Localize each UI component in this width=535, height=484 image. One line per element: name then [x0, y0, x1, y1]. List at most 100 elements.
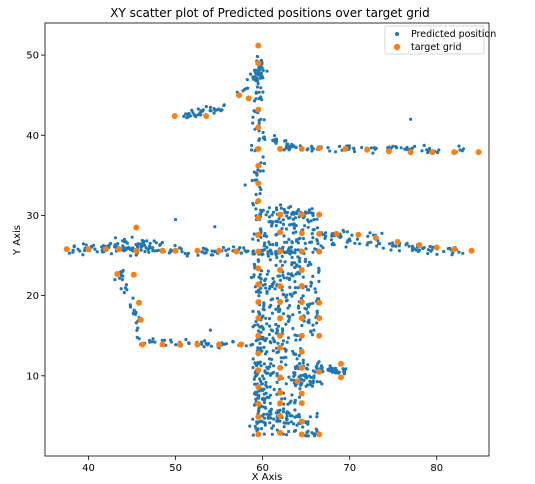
target-grid-point: [298, 145, 305, 152]
predicted-position-point: [304, 384, 308, 388]
target-grid-point: [63, 246, 70, 253]
predicted-position-point: [251, 366, 255, 370]
predicted-position-point: [270, 284, 274, 289]
predicted-position-point: [343, 370, 347, 374]
predicted-position-point: [371, 151, 375, 155]
predicted-position-point: [292, 374, 296, 378]
predicted-position-point: [390, 241, 395, 245]
predicted-position-point: [271, 424, 275, 428]
target-grid-point: [277, 267, 284, 273]
predicted-position-point: [301, 236, 305, 241]
predicted-position-point: [113, 245, 117, 249]
predicted-position-point: [224, 248, 228, 252]
predicted-position-point: [292, 291, 296, 295]
predicted-position-point: [257, 395, 261, 399]
predicted-position-point: [271, 276, 275, 281]
predicted-position-point: [293, 401, 297, 405]
predicted-position-point: [284, 146, 288, 150]
target-grid-point: [277, 374, 284, 381]
predicted-position-point: [410, 146, 414, 150]
predicted-position-point: [310, 384, 314, 388]
target-grid-point: [316, 315, 323, 322]
target-grid-point: [255, 384, 262, 390]
predicted-position-point: [296, 304, 301, 308]
predicted-position-point: [83, 249, 87, 253]
predicted-position-point: [72, 245, 76, 249]
predicted-position-point: [270, 224, 274, 228]
target-grid-point: [255, 60, 262, 67]
target-grid-point: [394, 238, 401, 245]
predicted-position-point: [267, 240, 271, 244]
predicted-position-point: [306, 311, 310, 315]
predicted-position-point: [258, 272, 262, 277]
predicted-position-point: [311, 228, 315, 232]
predicted-position-point: [310, 240, 314, 244]
predicted-position-point: [310, 144, 314, 148]
predicted-position-point: [196, 253, 200, 257]
predicted-position-point: [257, 121, 261, 125]
predicted-position-point: [291, 326, 295, 331]
predicted-position-point: [261, 90, 265, 94]
predicted-position-point: [264, 337, 268, 341]
predicted-position-point: [154, 241, 158, 245]
predicted-position-point: [267, 287, 272, 291]
predicted-position-point: [309, 280, 313, 284]
predicted-position-point: [312, 217, 316, 222]
predicted-position-point: [252, 377, 256, 381]
predicted-position-point: [248, 72, 253, 76]
target-grid-point: [372, 234, 379, 241]
predicted-position-point: [272, 364, 276, 368]
predicted-position-point: [300, 381, 304, 385]
predicted-position-point: [269, 409, 273, 413]
predicted-position-point: [274, 219, 278, 223]
predicted-position-point: [145, 239, 149, 243]
predicted-position-point: [298, 256, 302, 260]
target-grid-point: [298, 299, 305, 305]
target-grid-point: [316, 332, 323, 339]
predicted-position-point: [268, 421, 272, 425]
predicted-position-point: [266, 415, 270, 419]
predicted-position-point: [262, 387, 266, 391]
target-grid-point: [255, 281, 262, 288]
predicted-position-point: [261, 155, 265, 159]
predicted-position-point: [281, 410, 286, 414]
legend: Predicted position target grid: [384, 25, 496, 55]
predicted-position-point: [280, 254, 284, 258]
predicted-position-point: [248, 424, 252, 428]
predicted-position-point: [266, 210, 270, 214]
predicted-position-point: [270, 311, 274, 315]
predicted-position-point: [260, 66, 264, 70]
predicted-position-point: [212, 111, 216, 115]
target-grid-point: [277, 389, 284, 396]
predicted-position-point: [274, 251, 278, 255]
target-grid-point: [255, 124, 262, 131]
predicted-position-point: [256, 329, 261, 333]
predicted-position-point: [303, 241, 307, 245]
predicted-position-point: [130, 235, 134, 239]
predicted-position-point: [121, 268, 125, 273]
predicted-position-point: [160, 338, 164, 342]
predicted-position-point: [271, 349, 275, 353]
predicted-position-point: [200, 250, 204, 254]
predicted-position-point: [254, 72, 258, 76]
target-grid-point: [133, 224, 140, 231]
predicted-position-point: [178, 246, 182, 250]
y-tick-label: 10: [26, 371, 39, 382]
y-tick-label: 20: [26, 291, 39, 302]
predicted-position-point: [262, 416, 267, 420]
predicted-position-point: [409, 117, 413, 121]
predicted-position-point: [268, 385, 272, 389]
predicted-position-point: [460, 149, 464, 153]
predicted-position-point: [300, 323, 304, 328]
predicted-position-point: [293, 280, 297, 284]
predicted-position-point: [109, 241, 113, 245]
predicted-position-point: [262, 118, 266, 122]
predicted-position-point: [303, 259, 307, 264]
predicted-position-point: [403, 147, 407, 151]
predicted-position-point: [306, 225, 310, 229]
x-axis: 40 50 60 70 80: [82, 456, 443, 474]
predicted-position-point: [295, 364, 299, 368]
predicted-position-point: [298, 338, 302, 342]
predicted-position-point: [274, 322, 278, 327]
target-grid-point: [255, 248, 262, 255]
